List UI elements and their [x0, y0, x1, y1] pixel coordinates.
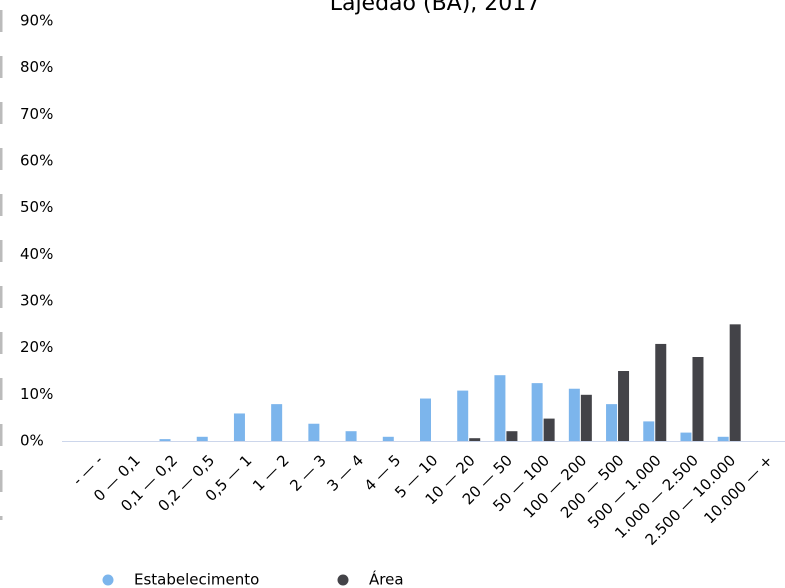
- bar: [233, 413, 245, 441]
- y-tick-label: 10%: [20, 385, 53, 403]
- bar: [543, 418, 555, 441]
- bar: [717, 436, 729, 441]
- y-tick-label: 60%: [20, 152, 53, 170]
- bar: [643, 421, 655, 441]
- y-tick-label: 50%: [20, 198, 53, 216]
- bar: [457, 390, 469, 441]
- bar: [618, 371, 630, 441]
- bar: [680, 432, 692, 441]
- bar: [469, 438, 481, 441]
- y-tick-label: 70%: [20, 105, 53, 123]
- bar: [606, 404, 618, 441]
- bar: [196, 436, 208, 441]
- legend-marker: [102, 574, 114, 586]
- y-tick-label: 0%: [20, 432, 44, 450]
- y-tick-label: 20%: [20, 338, 53, 356]
- legend-marker: [337, 574, 349, 586]
- bar: [568, 388, 580, 441]
- bar: [308, 423, 320, 441]
- bar: [420, 398, 431, 441]
- bar: [692, 357, 704, 441]
- x-tick-label: 3 — 4: [324, 451, 368, 495]
- bar: [531, 383, 543, 441]
- bar: [382, 436, 394, 441]
- y-tick-label: 90%: [20, 12, 53, 30]
- bar: [655, 343, 667, 441]
- bar: [271, 404, 283, 441]
- bar: [580, 394, 592, 441]
- legend-label: Estabelecimento: [134, 571, 259, 588]
- legend-label: Área: [369, 570, 404, 588]
- bar: [494, 375, 506, 441]
- y-tick-label: 40%: [20, 245, 53, 263]
- x-tick-label: 2 — 3: [286, 451, 330, 495]
- bar: [345, 431, 357, 441]
- bar: [506, 431, 518, 441]
- x-tick-label: 1 — 2: [249, 451, 293, 495]
- bar: [159, 439, 171, 441]
- y-tick-label: 30%: [20, 292, 53, 310]
- bar: [729, 324, 741, 441]
- y-tick-label: 80%: [20, 58, 53, 76]
- chart-title: Lajedão (BA), 2017: [330, 0, 541, 16]
